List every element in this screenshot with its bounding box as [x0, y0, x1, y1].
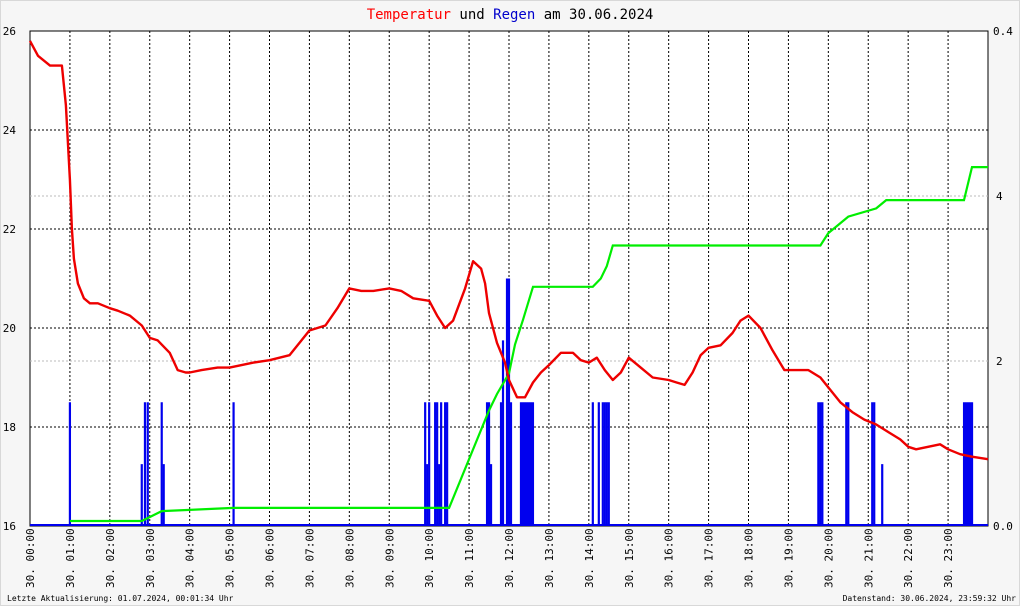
chart-title: Temperatur und Regen am 30.06.2024	[367, 7, 654, 23]
rain-total-line	[69, 166, 988, 523]
x-tick-label: 30. 09:00	[383, 528, 396, 588]
x-tick-label: 30. 14:00	[583, 528, 596, 588]
title-regen: Regen	[493, 7, 535, 23]
y-left-tick-label: 20	[3, 322, 16, 335]
x-tick-label: 30. 03:00	[144, 528, 157, 588]
footer-data-status: Datenstand: 30.06.2024, 23:59:32 Uhr	[843, 594, 1017, 603]
x-tick-label: 30. 05:00	[224, 528, 237, 588]
y-left-tick-label: 24	[3, 124, 17, 137]
x-tick-label: 30. 17:00	[703, 528, 716, 588]
x-tick-label: 30. 06:00	[264, 528, 277, 588]
x-tick-label: 30. 11:00	[463, 528, 476, 588]
title-temperatur: Temperatur	[367, 7, 451, 23]
x-tick-label: 30. 19:00	[782, 528, 795, 588]
x-tick-label: 30. 22:00	[902, 528, 915, 588]
temperature-line	[28, 40, 989, 461]
y-left-tick-label: 18	[3, 421, 16, 434]
y-left-tick-label: 26	[3, 25, 16, 38]
footer-last-update: Letzte Aktualisierung: 01.07.2024, 00:01…	[7, 594, 234, 603]
x-tick-label: 30. 08:00	[343, 528, 356, 588]
x-tick-label: 30. 15:00	[623, 528, 636, 588]
x-tick-label: 30. 10:00	[423, 528, 436, 588]
y-left-tick-label: 22	[3, 223, 16, 236]
x-tick-label: 30. 02:00	[104, 528, 117, 588]
x-tick-label: 30. 16:00	[663, 528, 676, 588]
y-right-total-tick-label: 2	[996, 355, 1003, 368]
line-series	[28, 40, 989, 523]
x-tick-label: 30. 01:00	[64, 528, 77, 588]
title-und: und	[451, 7, 493, 23]
x-tick-label: 30. 21:00	[862, 528, 875, 588]
x-tick-label: 30. 20:00	[822, 528, 835, 588]
y-right-rate-tick-label: 0.4	[993, 25, 1013, 38]
title-date: am 30.06.2024	[535, 7, 653, 23]
x-tick-label: 30. 18:00	[743, 528, 756, 588]
x-tick-label: 30. 12:00	[503, 528, 516, 588]
y-right-rate-tick-label: 0.0	[993, 520, 1013, 533]
x-tick-label: 30. 07:00	[303, 528, 316, 588]
x-tick-label: 30. 13:00	[543, 528, 556, 588]
x-tick-label: 30. 04:00	[184, 528, 197, 588]
y-right-total-tick-label: 4	[996, 190, 1003, 203]
axis-ticks: 30. 00:00 30. 01:00 30. 02:00 30. 03:00 30. …	[3, 25, 1013, 588]
x-tick-label: 30. 23:00	[942, 528, 955, 588]
y-left-tick-label: 16	[3, 520, 16, 533]
x-tick-label: 30. 00:00	[24, 528, 37, 588]
